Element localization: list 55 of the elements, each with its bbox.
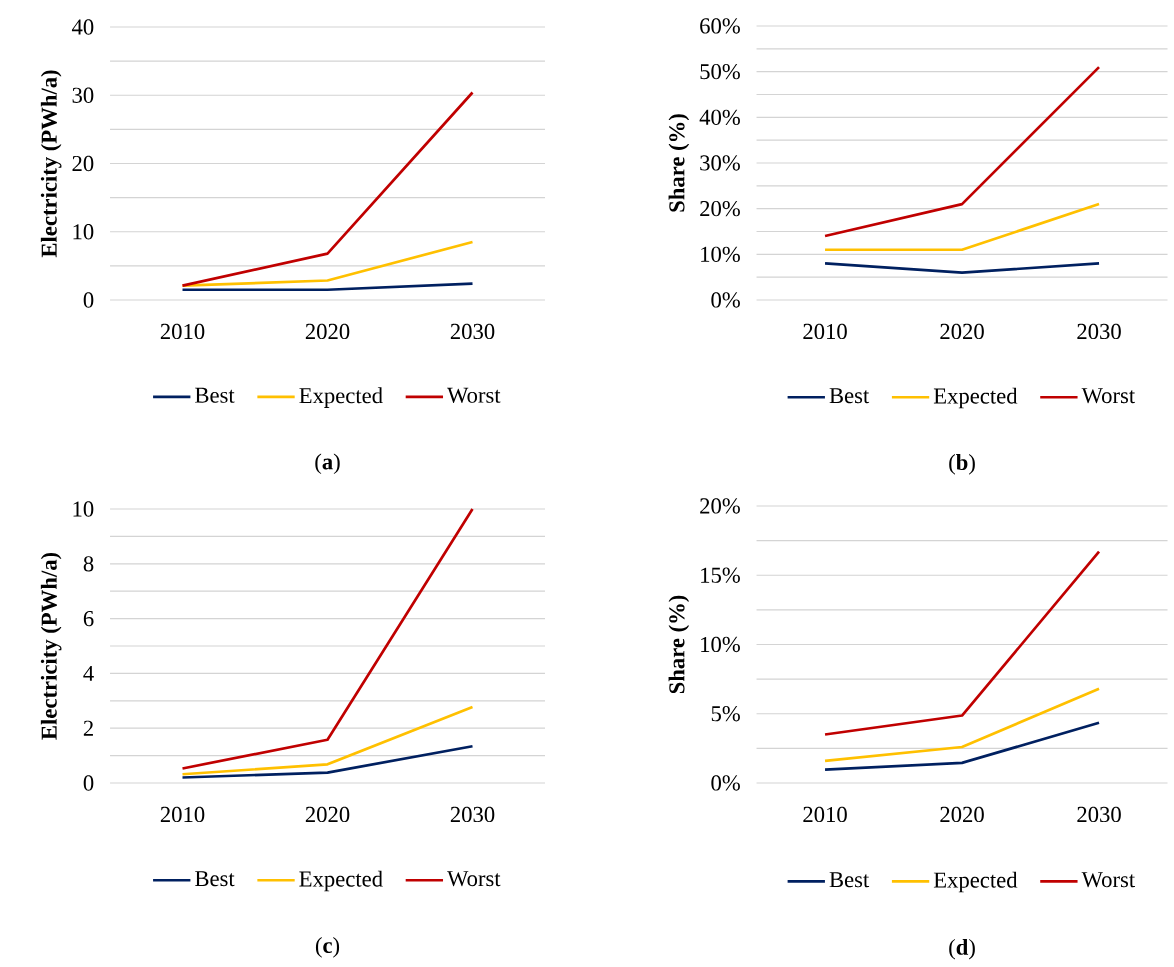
- legend-label: Best: [195, 871, 235, 887]
- legend-label: Expected: [933, 871, 1018, 893]
- text: (b): [949, 454, 975, 475]
- legend-label: Expected: [299, 870, 383, 892]
- text: (d): [949, 938, 975, 960]
- legend-label: Worst: [1081, 872, 1136, 888]
- x-tick-label: 2030: [1077, 806, 1121, 823]
- legend-label: Best: [829, 872, 870, 888]
- legend-label: Expected: [933, 387, 1018, 409]
- y-tick-label: 20: [72, 155, 94, 172]
- legend-label: Worst: [447, 387, 501, 403]
- y-tick-label: 8: [83, 556, 94, 572]
- y-tick-label: 10: [73, 501, 94, 517]
- y-tick-label: 10: [73, 224, 94, 240]
- x-tick-label: 2020: [940, 806, 984, 823]
- x-tick-label: 2030: [1077, 323, 1121, 340]
- y-tick-label: 0: [83, 292, 94, 308]
- text: (c): [315, 937, 340, 958]
- y-tick-label: 20%: [700, 200, 740, 217]
- y-tick-label: 20%: [700, 498, 740, 514]
- y-tick-label: 0: [83, 775, 94, 791]
- x-tick-label: 2020: [940, 323, 984, 340]
- y-tick-label: 5%: [711, 706, 740, 722]
- y-tick-label: 50%: [700, 63, 740, 80]
- y-tick-label: 30: [72, 87, 94, 103]
- y-axis-title: Share (%): [668, 595, 690, 694]
- x-tick-label: 2020: [305, 806, 350, 823]
- y-tick-label: 10%: [701, 246, 740, 262]
- legend-label: Best: [195, 387, 235, 403]
- x-tick-label: 2030: [450, 806, 495, 823]
- legend-label: Best: [829, 388, 870, 404]
- y-axis-title: Electricity (PWh/a): [40, 552, 62, 740]
- text: (a): [315, 453, 340, 475]
- y-tick-label: 10%: [701, 636, 740, 653]
- y-tick-label: 60%: [700, 18, 740, 34]
- legend-label: Worst: [447, 871, 501, 887]
- y-tick-label: 2: [83, 720, 93, 736]
- y-tick-label: 40: [71, 19, 94, 35]
- x-tick-label: 2010: [803, 323, 847, 340]
- y-tick-label: 4: [83, 665, 94, 681]
- y-tick-label: 0%: [711, 775, 740, 791]
- y-tick-label: 0%: [711, 292, 740, 308]
- y-axis-title: Electricity (PWh/a): [40, 70, 62, 258]
- x-tick-label: 2010: [160, 806, 205, 823]
- x-tick-label: 2030: [450, 323, 495, 340]
- y-tick-label: 6: [83, 610, 94, 627]
- x-tick-label: 2010: [160, 323, 205, 340]
- y-tick-label: 30%: [700, 155, 740, 171]
- y-tick-label: 40%: [699, 109, 740, 125]
- legend-label: Expected: [299, 387, 383, 408]
- y-tick-label: 15%: [701, 567, 740, 583]
- legend-label: Worst: [1081, 388, 1136, 404]
- y-axis-title: Share (%): [668, 114, 690, 212]
- x-tick-label: 2010: [803, 806, 847, 823]
- x-tick-label: 2020: [305, 323, 350, 340]
